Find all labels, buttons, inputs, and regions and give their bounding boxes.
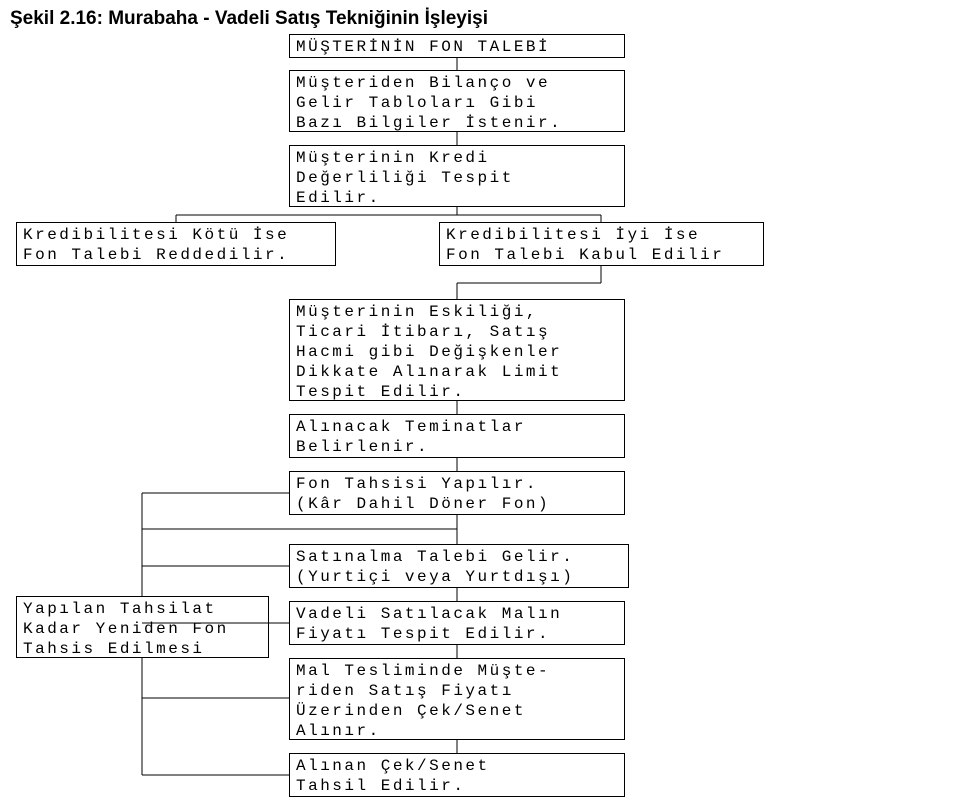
box-cheque-on-delivery: Mal Tesliminde Müşte- riden Satış Fiyatı… xyxy=(289,658,625,740)
figure-title: Şekil 2.16: Murabaha - Vadeli Satış Tekn… xyxy=(10,8,488,30)
box-credit-good: Kredibilitesi İyi İse Fon Talebi Kabul E… xyxy=(439,222,764,266)
box-fund-request: MÜŞTERİNİN FON TALEBİ xyxy=(289,34,625,58)
box-cheque-collected: Alınan Çek/Senet Tahsil Edilir. xyxy=(289,753,625,797)
box-collateral: Alınacak Teminatlar Belirlenir. xyxy=(289,414,625,458)
box-purchase-request: Satınalma Talebi Gelir. (Yurtiçi veya Yu… xyxy=(289,544,629,588)
box-reallocation: Yapılan Tahsilat Kadar Yeniden Fon Tahsi… xyxy=(16,596,269,658)
box-limit-determination: Müşterinin Eskiliği, Ticari İtibarı, Sat… xyxy=(289,299,625,401)
box-credit-bad: Kredibilitesi Kötü İse Fon Talebi Redded… xyxy=(16,222,336,266)
box-fund-allocation: Fon Tahsisi Yapılır. (Kâr Dahil Döner Fo… xyxy=(289,471,625,515)
box-credit-assessment: Müşterinin Kredi Değerliliği Tespit Edil… xyxy=(289,145,625,207)
box-price-determination: Vadeli Satılacak Malın Fiyatı Tespit Edi… xyxy=(289,601,625,645)
box-customer-info: Müşteriden Bilanço ve Gelir Tabloları Gi… xyxy=(289,70,625,132)
